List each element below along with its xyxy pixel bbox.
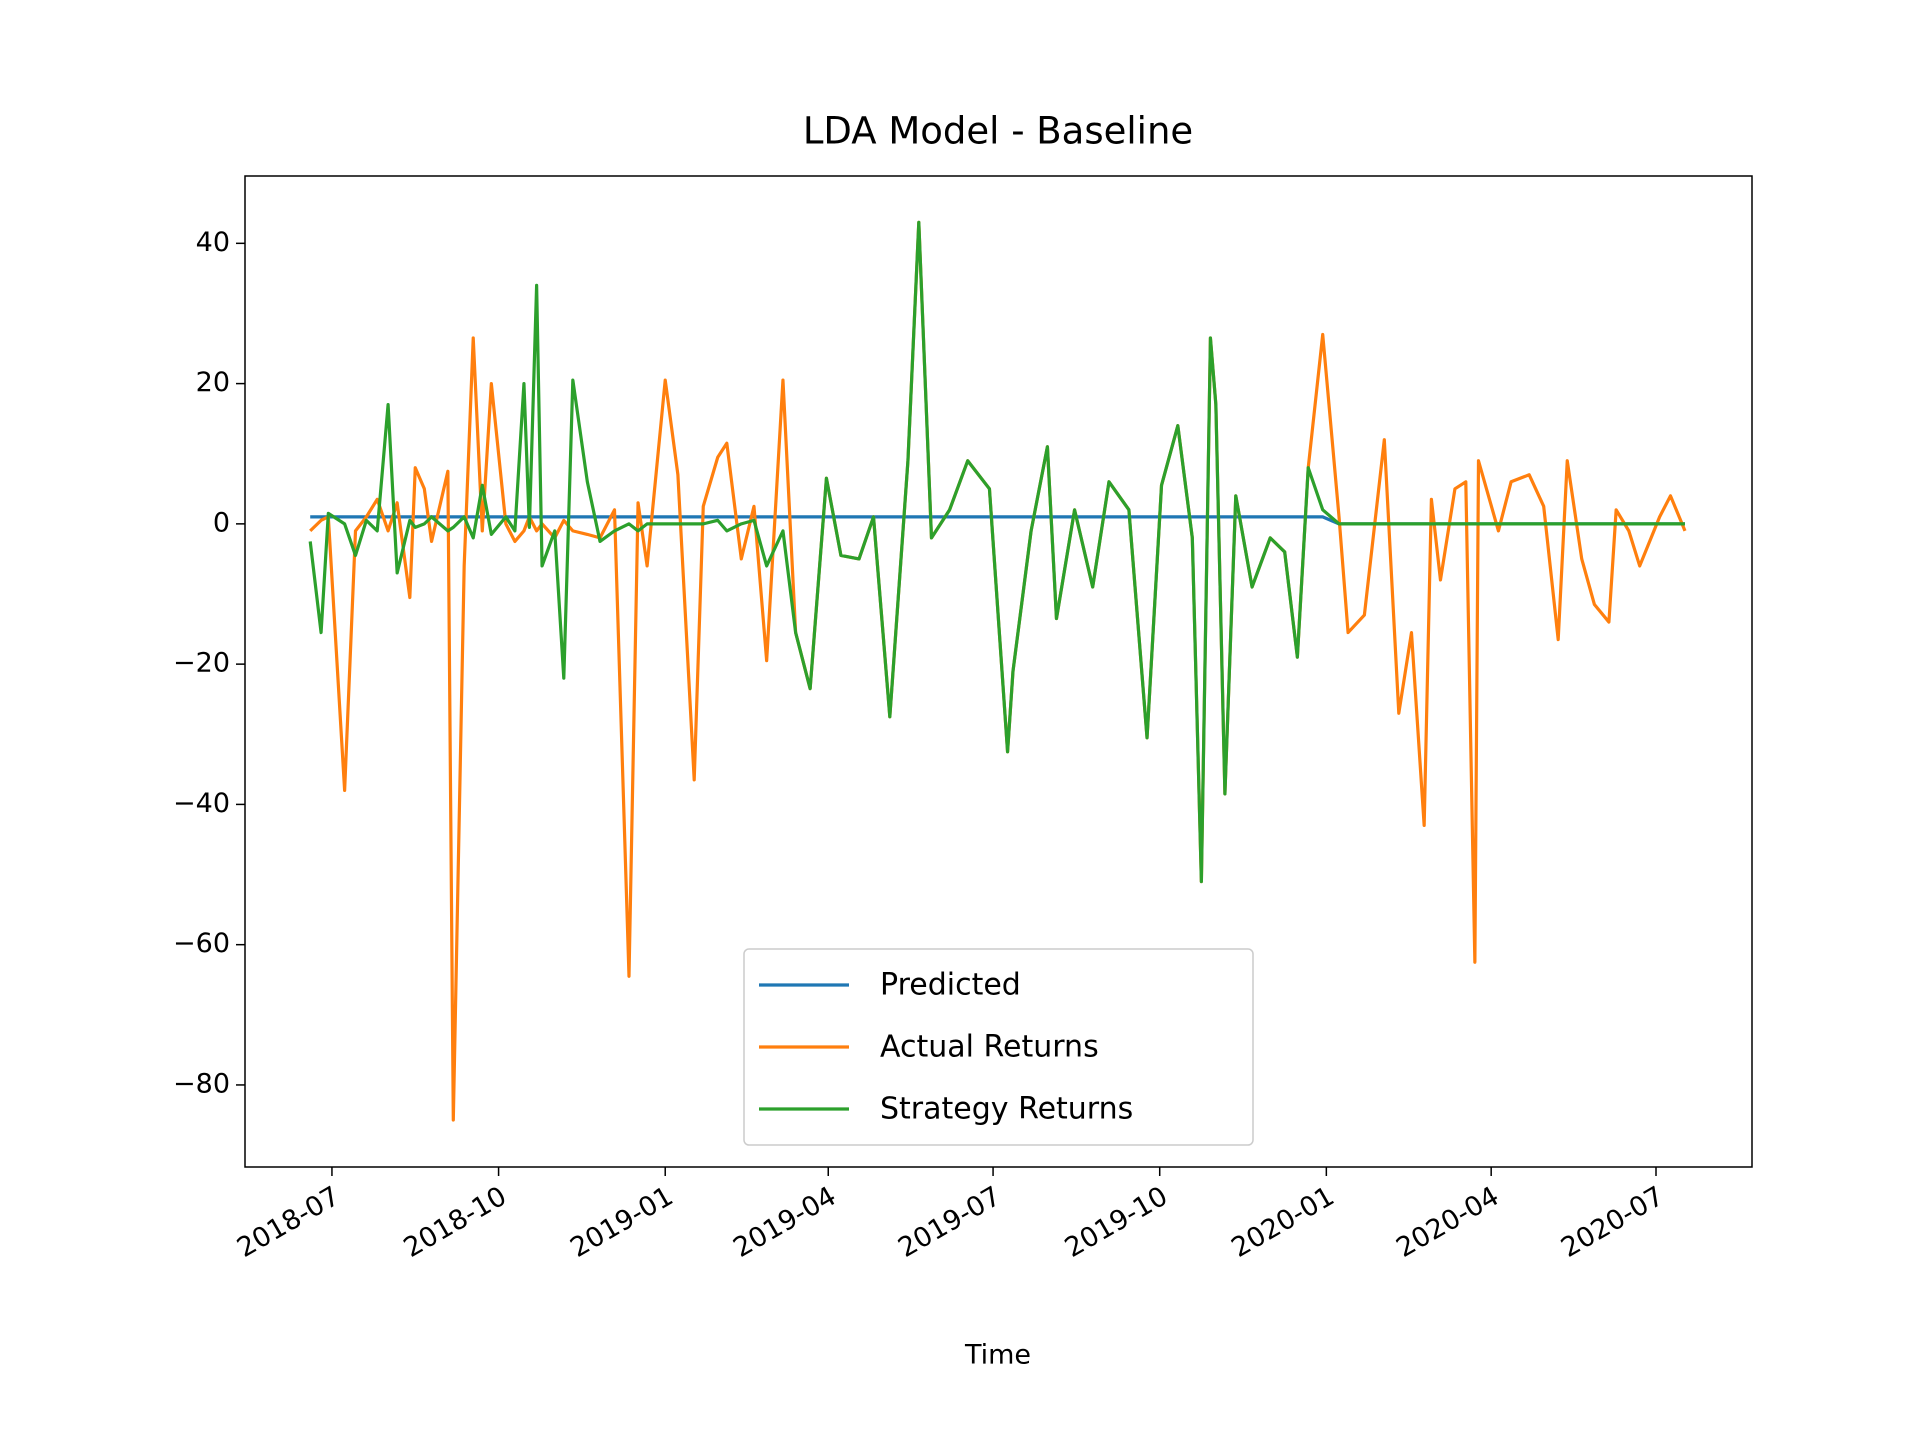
chart-title: LDA Model - Baseline [803, 110, 1193, 153]
plot-frame [244, 175, 1753, 1168]
x-axis-label: Time [964, 1340, 1031, 1371]
legend-label: Strategy Returns [880, 1092, 1133, 1127]
y-tick-label: −80 [173, 1068, 230, 1099]
y-tick-label: 0 [213, 507, 230, 538]
y-tick-label: −40 [173, 788, 230, 819]
y-tick-label: 40 [196, 227, 230, 258]
y-tick-label: −20 [173, 648, 230, 679]
legend-box [743, 948, 1254, 1146]
series-line [308, 220, 1685, 884]
legend-label: Predicted [880, 968, 1021, 1003]
legend-label: Actual Returns [880, 1030, 1099, 1065]
y-tick-label: −60 [173, 928, 230, 959]
y-tick-label: 20 [196, 367, 230, 398]
